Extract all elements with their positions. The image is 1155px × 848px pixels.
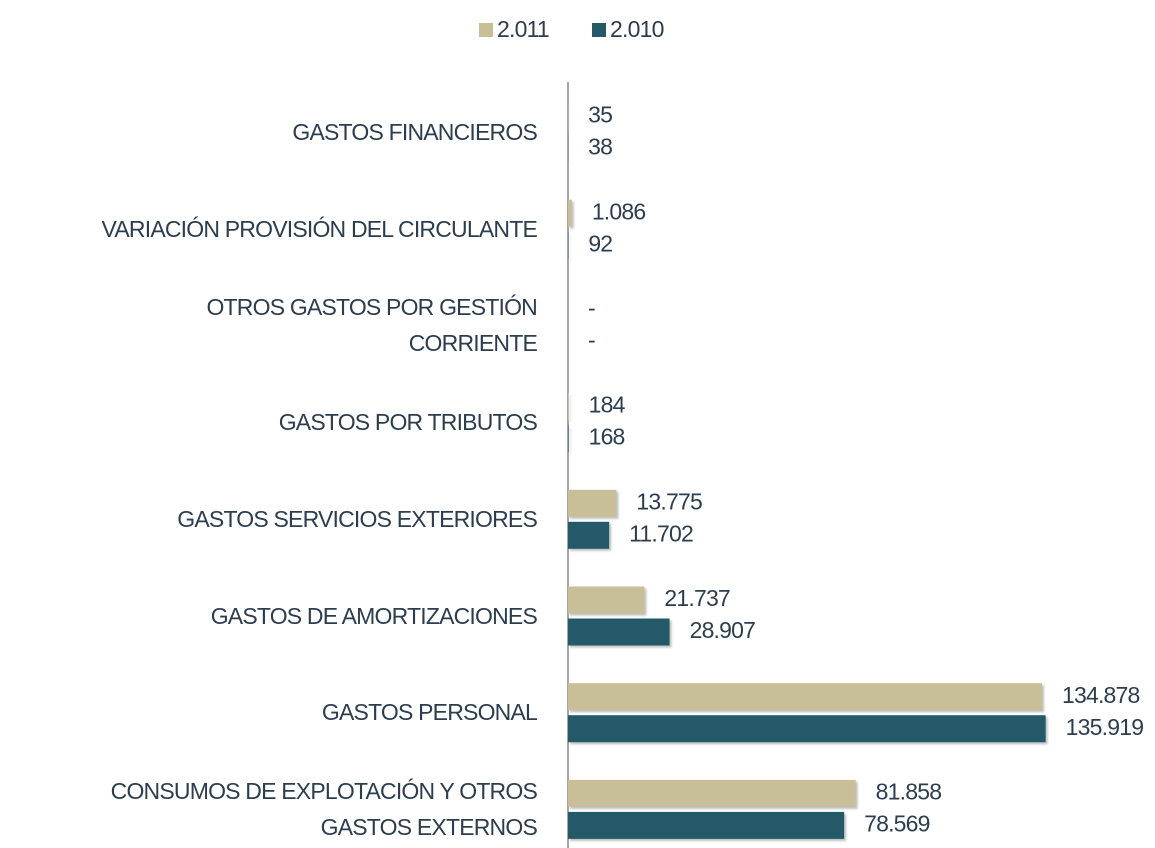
value-label: 13.775 <box>636 488 702 514</box>
bar <box>568 393 569 421</box>
value-label: 38 <box>588 134 612 160</box>
value-label: 28.907 <box>690 617 756 643</box>
value-label: 184 <box>589 392 626 418</box>
category-label: GASTOS POR TRIBUTOS <box>278 409 538 436</box>
legend-label: 2.010 <box>610 16 664 42</box>
category-label: GASTOS SERVICIOS EXTERIORES <box>177 505 538 532</box>
value-label: 92 <box>588 230 612 256</box>
bar <box>568 586 645 614</box>
value-label: - <box>588 295 595 321</box>
bar <box>568 779 856 807</box>
category-label: GASTOS FINANCIEROS <box>292 119 537 145</box>
bar <box>568 618 670 646</box>
bar <box>568 489 617 517</box>
bar <box>568 683 1042 711</box>
category-label: OTROS GASTOS POR GESTIÓN CORRIENTE <box>206 294 537 357</box>
value-label: 81.858 <box>876 778 942 804</box>
category-label: VARIACIÓN PROVISIÓN DEL CIRCULANTE <box>101 215 538 242</box>
value-label: 21.737 <box>664 585 730 611</box>
value-label: 78.569 <box>864 810 930 836</box>
category-label: GASTOS DE AMORTIZACIONES <box>210 602 538 629</box>
value-label: 1.086 <box>592 198 646 224</box>
legend-label: 2.011 <box>497 16 549 42</box>
bar <box>568 715 1046 743</box>
category-label: CONSUMOS DE EXPLOTACIÓN Y OTROS GASTOS E… <box>110 777 538 840</box>
value-label: 134.878 <box>1062 682 1140 708</box>
value-label: 11.702 <box>629 520 693 546</box>
value-label: - <box>588 327 595 353</box>
legend-swatch <box>592 23 606 37</box>
bar <box>568 199 572 227</box>
value-label: 168 <box>589 424 625 450</box>
bar <box>568 425 569 453</box>
bar <box>568 811 845 839</box>
value-label: 135.919 <box>1066 714 1144 740</box>
bar <box>568 521 610 549</box>
category-label: GASTOS PERSONAL <box>321 699 538 726</box>
legend-swatch <box>479 23 493 37</box>
value-label: 35 <box>588 102 612 128</box>
